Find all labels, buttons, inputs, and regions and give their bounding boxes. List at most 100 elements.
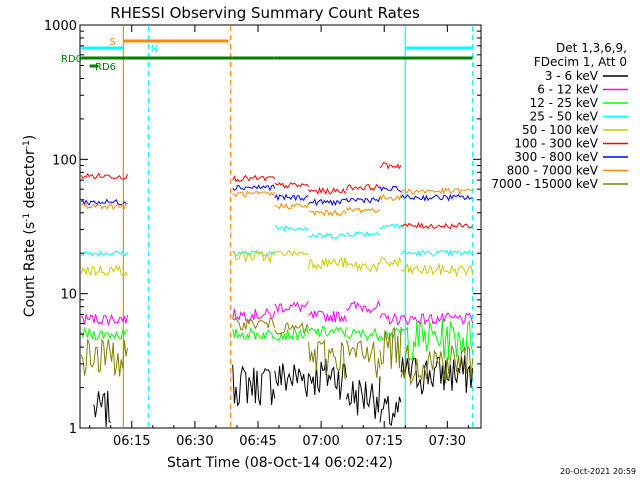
series-0-segment-6 xyxy=(400,356,461,395)
series-group xyxy=(80,162,474,427)
series-6-segment-2 xyxy=(274,193,309,202)
series-0-segment-2 xyxy=(274,363,309,397)
series-8-segment-2 xyxy=(274,321,309,335)
series-5-segment-5 xyxy=(379,162,402,170)
series-7-segment-5 xyxy=(379,193,402,202)
series-6-segment-4 xyxy=(345,197,381,204)
series-2 xyxy=(80,319,474,362)
x-tick-label-4: 07:15 xyxy=(365,434,402,449)
x-axis: 06:15 06:30 06:45 07:00 07:15 07:30 xyxy=(89,25,469,449)
y-axis-label-mid: detector xyxy=(22,149,38,213)
series-5-segment-0 xyxy=(80,172,128,180)
series-5-segment-3 xyxy=(308,186,347,196)
series-1-segment-1 xyxy=(232,307,276,322)
series-8-segment-6 xyxy=(400,345,474,386)
series-0-segment-1 xyxy=(232,364,276,407)
plot-frame xyxy=(79,24,482,429)
series-3-segment-6 xyxy=(400,249,474,258)
series-3-segment-0 xyxy=(81,249,128,258)
x-tick-label-1: 06:30 xyxy=(176,434,213,449)
series-8-segment-1 xyxy=(232,317,276,331)
series-1-segment-3 xyxy=(308,309,347,323)
footer-date: 20-Oct-2021 20:59 xyxy=(560,467,636,476)
series-7-segment-3 xyxy=(308,209,347,217)
series-0 xyxy=(93,355,474,427)
legend-label-0: 3 - 6 keV xyxy=(545,69,599,83)
flag-label-rd6: RD6 xyxy=(95,62,116,73)
series-8-segment-4 xyxy=(345,340,381,378)
series-1-segment-0 xyxy=(80,313,128,327)
series-7 xyxy=(80,186,473,217)
legend-header-line-2: FDecim 1, Att 0 xyxy=(534,55,627,69)
y-tick-label-3: 1000 xyxy=(44,19,77,34)
y-tick-label-1: 10 xyxy=(60,288,77,303)
series-5-segment-6 xyxy=(400,221,473,230)
series-5-segment-2 xyxy=(274,181,309,189)
series-0-segment-3 xyxy=(308,359,347,400)
series-4-segment-2 xyxy=(274,249,309,257)
series-0-segment-7 xyxy=(459,355,474,393)
series-4-segment-4 xyxy=(345,260,381,273)
series-2-segment-4 xyxy=(346,327,381,342)
y-axis-label: Count Rate (s-1 detector-1) xyxy=(22,135,38,317)
series-4-segment-6 xyxy=(400,262,474,278)
series-3-segment-1 xyxy=(232,249,276,258)
flag-label-n: N xyxy=(151,44,158,55)
series-3-segment-4 xyxy=(346,230,381,238)
series-4-segment-5 xyxy=(379,256,402,268)
y-axis-label-suffix: ) xyxy=(22,135,38,140)
series-1-segment-5 xyxy=(379,312,402,326)
series-6-segment-5 xyxy=(379,185,402,193)
flag-label-s: S xyxy=(109,37,115,48)
legend-label-2: 12 - 25 keV xyxy=(530,96,599,110)
series-1-segment-6 xyxy=(400,312,474,327)
series-7-segment-2 xyxy=(274,202,309,210)
legend-header-line-1: Det 1,3,6,9, xyxy=(556,41,627,55)
series-7-segment-0 xyxy=(80,202,128,211)
legend-label-6: 300 - 800 keV xyxy=(514,150,598,164)
series-2-segment-3 xyxy=(308,325,347,339)
legend-label-1: 6 - 12 keV xyxy=(537,83,599,97)
series-1-segment-4 xyxy=(346,299,381,314)
x-tick-label-2: 06:45 xyxy=(239,434,276,449)
series-8 xyxy=(80,317,474,386)
series-4-segment-3 xyxy=(308,257,347,271)
legend-label-7: 800 - 7000 keV xyxy=(507,164,599,178)
series-6 xyxy=(81,184,473,207)
series-6-segment-0 xyxy=(81,198,128,206)
series-5-segment-1 xyxy=(232,174,276,183)
x-tick-label-3: 07:00 xyxy=(302,434,339,449)
x-tick-label-0: 06:15 xyxy=(113,434,150,449)
y-axis-label-sup1: -1 xyxy=(22,213,32,222)
x-tick-label-5: 07:30 xyxy=(429,434,466,449)
y-tick-label-2: 100 xyxy=(52,153,77,168)
series-3 xyxy=(81,223,474,258)
series-4 xyxy=(80,249,474,278)
y-axis-label-sup2: -1 xyxy=(22,140,32,149)
series-2-segment-1 xyxy=(232,327,276,340)
series-0-segment-5 xyxy=(379,395,402,427)
series-8-segment-0 xyxy=(80,337,128,377)
series-1 xyxy=(80,299,474,327)
y-axis-label-prefix: Count Rate (s xyxy=(22,222,38,317)
legend-label-8: 7000 - 15000 keV xyxy=(491,177,598,191)
series-8-segment-3 xyxy=(308,339,347,380)
series-3-segment-3 xyxy=(308,232,347,240)
series-0-segment-0 xyxy=(93,390,111,427)
legend-label-4: 50 - 100 keV xyxy=(522,123,599,137)
flag-bars: S N RD0 RD6 xyxy=(61,37,473,73)
series-1-segment-2 xyxy=(274,301,309,314)
series-4-segment-0 xyxy=(80,264,128,277)
series-0-segment-4 xyxy=(345,376,381,419)
legend-label-3: 25 - 50 keV xyxy=(530,110,599,124)
series-2-segment-2 xyxy=(274,327,309,341)
series-7-segment-6 xyxy=(400,186,473,196)
series-5-segment-4 xyxy=(345,183,381,192)
series-7-segment-4 xyxy=(345,206,381,214)
y-axis: 1 10 100 1000 xyxy=(44,19,481,437)
series-3-segment-5 xyxy=(380,223,402,230)
chart-title: RHESSI Observing Summary Count Rates xyxy=(110,4,420,22)
series-6-segment-1 xyxy=(232,184,276,192)
series-4-segment-1 xyxy=(232,250,276,264)
